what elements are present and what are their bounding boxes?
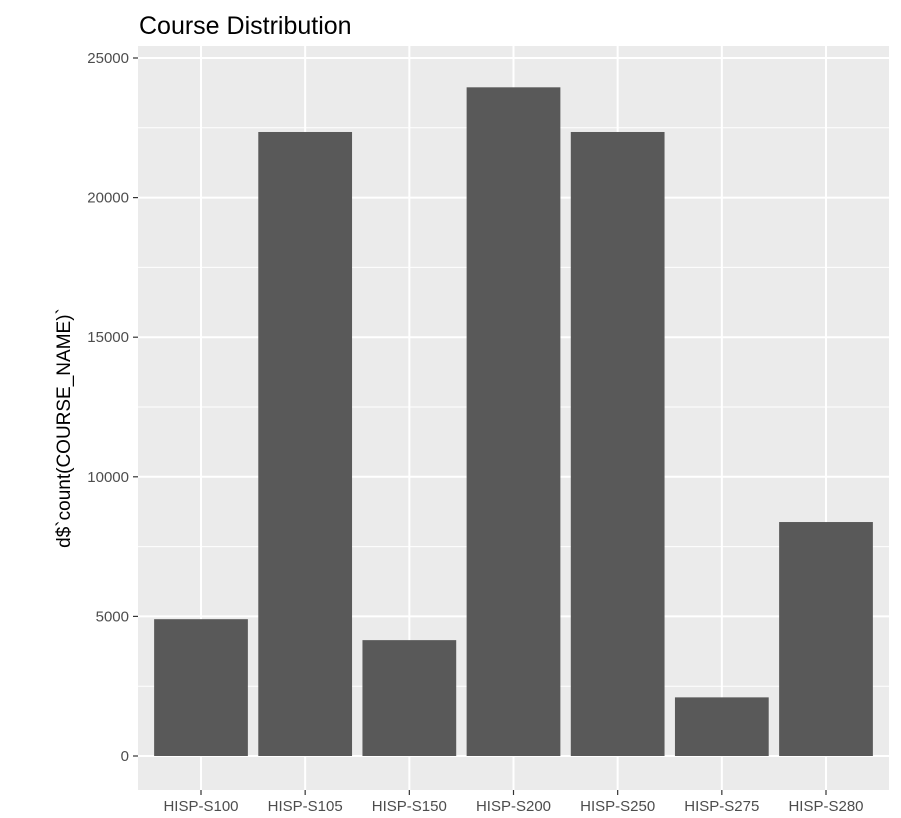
y-tick-label: 25000 [87, 50, 129, 67]
bar-hisp-s105 [258, 131, 353, 756]
y-axis: 0 5000 10000 15000 20000 25000 [87, 50, 138, 765]
x-tick-label: HISP-S280 [788, 798, 863, 815]
bar-hisp-s280 [779, 522, 873, 756]
bar-hisp-s275 [674, 697, 769, 756]
x-axis: HISP-S100 HISP-S105 HISP-S150 HISP-S200 HISP… [163, 790, 864, 815]
bar-hisp-s150 [362, 640, 457, 756]
y-tick-label: 15000 [87, 329, 129, 346]
x-tick-label: HISP-S275 [684, 798, 759, 815]
y-tick-label: 20000 [87, 190, 129, 207]
y-tick-label: 10000 [87, 469, 129, 486]
bar-hisp-s250 [570, 131, 665, 756]
bar-hisp-s100 [154, 619, 248, 756]
x-tick-label: HISP-S200 [476, 798, 551, 815]
x-tick-label: HISP-S100 [163, 798, 238, 815]
y-tick-label: 5000 [96, 608, 129, 625]
x-tick-label: HISP-S250 [580, 798, 655, 815]
chart-title: Course Distribution [139, 12, 352, 40]
x-tick-label: HISP-S105 [268, 798, 343, 815]
y-axis-title: d$`count(COURSE_NAME)` [54, 308, 75, 548]
y-tick-label: 0 [121, 748, 129, 765]
x-tick-label: HISP-S150 [372, 798, 447, 815]
bars [154, 87, 873, 757]
bar-hisp-s200 [466, 87, 561, 757]
